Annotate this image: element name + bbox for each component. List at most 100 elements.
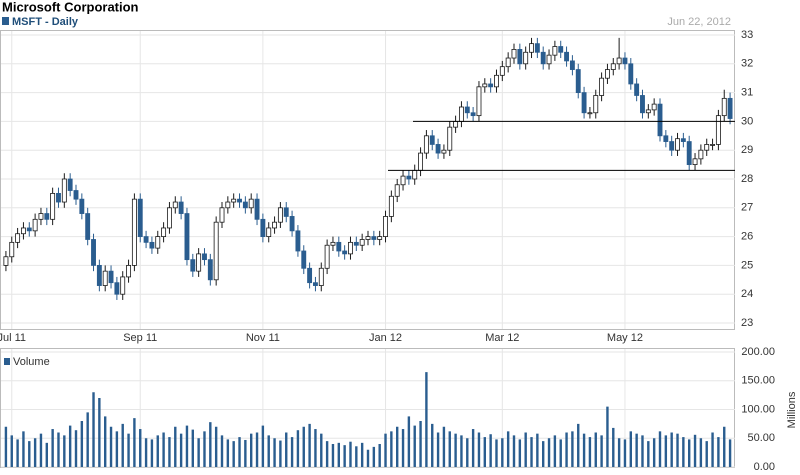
y-tick-label: 29 xyxy=(741,144,753,156)
candle-body xyxy=(38,213,44,220)
volume-bar xyxy=(635,433,638,467)
volume-bar xyxy=(191,429,194,467)
volume-bar xyxy=(261,425,265,467)
volume-bar xyxy=(641,435,644,467)
chart-title: Microsoft Corporation xyxy=(2,0,139,14)
candle-body xyxy=(593,95,599,114)
volume-bar xyxy=(600,435,603,467)
candle-body xyxy=(704,144,710,151)
candle-body xyxy=(190,259,196,272)
candle-body xyxy=(663,135,669,142)
volume-bar xyxy=(711,432,714,467)
y-tick-label: 28 xyxy=(741,173,753,185)
volume-tick-label: 0.00 xyxy=(754,461,775,473)
candle-body xyxy=(3,256,9,266)
volume-bar xyxy=(524,432,527,467)
candle-body xyxy=(9,241,15,258)
volume-bar xyxy=(68,425,72,467)
candle-body xyxy=(131,198,137,266)
volume-bar xyxy=(495,439,498,467)
volume-bar xyxy=(121,423,124,467)
candle-body xyxy=(488,83,494,88)
volume-bar xyxy=(156,435,159,467)
candle-body xyxy=(692,158,698,165)
volume-bar xyxy=(279,440,282,467)
y-tick-label: 31 xyxy=(741,87,753,99)
volume-bar xyxy=(150,439,154,467)
candle-body xyxy=(166,207,172,229)
candle-body xyxy=(540,51,546,65)
volume-bar xyxy=(179,433,183,467)
candle-body xyxy=(312,282,318,286)
candle-body xyxy=(680,138,686,142)
candle-body xyxy=(155,236,161,249)
candle-body xyxy=(587,112,593,115)
candle-body xyxy=(698,149,704,160)
candle-body xyxy=(359,239,365,246)
candle-body xyxy=(137,198,143,238)
candle-body xyxy=(721,97,727,117)
candle-body xyxy=(161,227,167,238)
candle-body xyxy=(569,60,575,70)
candle-body xyxy=(120,276,126,295)
volume-bar xyxy=(185,425,189,467)
candle-body xyxy=(383,216,388,238)
candle-body xyxy=(622,57,628,65)
candle-body xyxy=(640,95,645,114)
volume-bar xyxy=(349,441,352,467)
volume-axis-label: Millions xyxy=(786,391,798,428)
volume-bar xyxy=(133,418,136,467)
volume-bar xyxy=(436,432,440,467)
volume-bar xyxy=(214,426,218,467)
date-note: Jun 22, 2012 xyxy=(667,16,731,28)
candle-body xyxy=(318,267,324,286)
candle-body xyxy=(348,241,353,255)
volume-bar xyxy=(33,438,37,467)
candle-body xyxy=(727,97,733,119)
x-tick-label: Sep 11 xyxy=(123,332,157,344)
volume-bar xyxy=(80,421,84,467)
candle-body xyxy=(558,46,564,53)
volume-bar xyxy=(197,438,200,467)
candle-body xyxy=(20,227,26,235)
volume-bar xyxy=(413,425,416,467)
candle-body xyxy=(102,270,108,286)
volume-bar xyxy=(723,426,726,467)
volume-bar xyxy=(448,431,451,467)
volume-bar xyxy=(308,423,311,467)
volume-bar xyxy=(273,438,276,467)
volume-tick-label: 100.00 xyxy=(741,403,775,415)
candle-body xyxy=(242,201,248,209)
candle-body xyxy=(342,250,348,255)
candle-body xyxy=(371,236,377,240)
candle-body xyxy=(114,282,120,295)
candle-body xyxy=(715,115,721,145)
candle-body xyxy=(476,86,482,117)
y-tick-label: 23 xyxy=(741,317,753,329)
volume-bar xyxy=(174,426,177,467)
candle-body xyxy=(336,241,342,252)
candle-body xyxy=(277,207,283,223)
candle-body xyxy=(657,103,663,137)
candle-body xyxy=(429,135,435,145)
candle-body xyxy=(616,57,622,65)
volume-bar xyxy=(717,437,720,467)
volume-bar xyxy=(168,437,171,467)
candle-body xyxy=(534,43,540,53)
volume-bar xyxy=(693,434,697,467)
candle-body xyxy=(260,218,266,238)
candle-body xyxy=(353,241,359,246)
legend-swatch xyxy=(2,17,9,25)
candle-body xyxy=(126,264,132,278)
volume-bar xyxy=(51,429,54,467)
volume-bar xyxy=(28,441,31,467)
candle-body xyxy=(266,227,272,238)
candle-body xyxy=(108,270,114,284)
volume-bar xyxy=(454,433,457,467)
candle-body xyxy=(377,236,383,240)
candle-body xyxy=(599,77,605,96)
candle-body xyxy=(96,264,102,286)
candle-body xyxy=(172,201,178,209)
candle-body xyxy=(418,152,424,171)
